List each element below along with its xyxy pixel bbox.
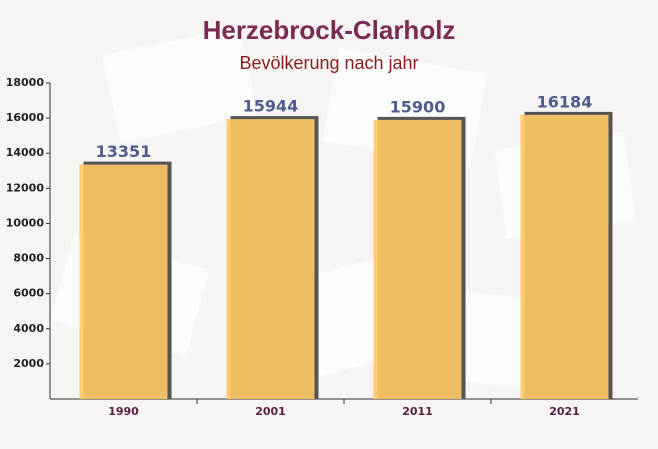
- x-tick-label: 2001: [255, 405, 286, 418]
- value-label: 15944: [243, 97, 299, 116]
- y-tick-label: 18000: [6, 76, 45, 89]
- y-tick-label: 16000: [6, 111, 45, 124]
- y-tick-label: 10000: [6, 216, 45, 229]
- chart-subtitle: Bevölkerung nach jahr: [239, 53, 418, 73]
- x-tick-label: 2021: [549, 405, 580, 418]
- y-tick-label: 14000: [6, 146, 45, 159]
- bar: [226, 119, 315, 399]
- bar: [373, 119, 462, 399]
- y-tick-label: 4000: [13, 322, 44, 335]
- x-tick-label: 1990: [108, 405, 139, 418]
- y-tick-label: 8000: [13, 252, 44, 265]
- bar: [520, 114, 609, 399]
- bar: [79, 164, 168, 399]
- chart-title: Herzebrock-Clarholz: [203, 15, 456, 45]
- value-label: 13351: [96, 142, 152, 161]
- x-tick-label: 2011: [402, 405, 433, 418]
- value-label: 16184: [537, 92, 593, 111]
- y-tick-label: 2000: [13, 357, 44, 370]
- y-tick-label: 6000: [13, 287, 44, 300]
- y-tick-label: 12000: [6, 181, 45, 194]
- value-label: 15900: [390, 97, 446, 116]
